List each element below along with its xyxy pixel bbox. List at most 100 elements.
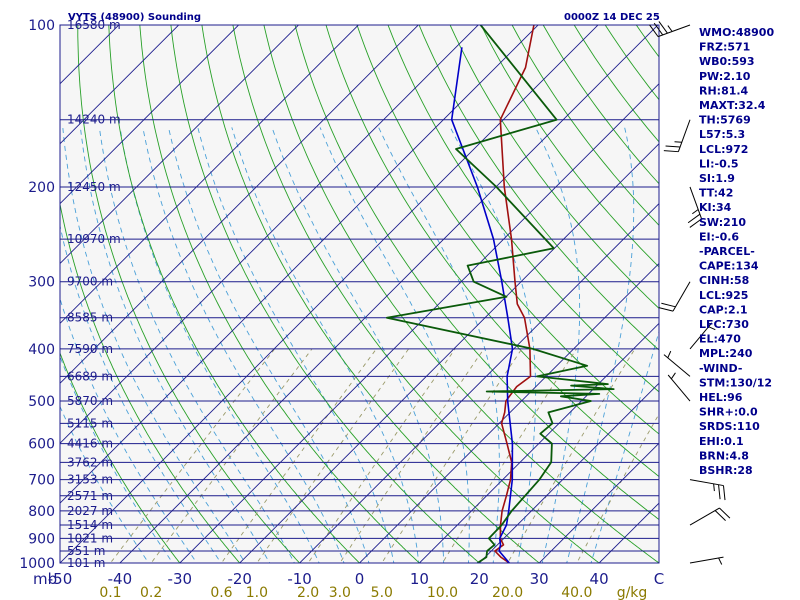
mixing-ratio-line xyxy=(576,413,659,563)
height-label: 3153 m xyxy=(67,473,113,487)
height-label: 8585 m xyxy=(67,311,113,325)
wind-barb xyxy=(649,21,691,38)
dry-adiabat xyxy=(387,25,659,393)
pressure-tick-label: 200 xyxy=(28,180,55,196)
height-label: 1514 m xyxy=(67,518,113,532)
isotherm xyxy=(538,442,659,563)
index-line: STM:130/12 xyxy=(699,376,772,389)
index-line: CAP:2.1 xyxy=(699,303,748,316)
index-line: LI:-0.5 xyxy=(699,157,739,170)
index-line: SW:210 xyxy=(699,216,746,229)
mixing-ratio-tick-label: 0.6 xyxy=(210,585,232,600)
wind-barb xyxy=(689,556,724,565)
isotherm xyxy=(60,25,300,265)
temperature-tick-label: -40 xyxy=(108,570,133,588)
moist-adiabat xyxy=(79,127,271,563)
station-title: VYTS (48900) Sounding xyxy=(68,12,201,23)
height-label: 551 m xyxy=(67,544,105,558)
height-label: 2571 m xyxy=(67,489,113,503)
temperature-tick-label: 0 xyxy=(355,570,365,588)
index-line: L57:5.3 xyxy=(699,128,745,141)
index-line: KI:34 xyxy=(699,201,732,214)
moist-adiabat xyxy=(60,297,198,563)
dry-adiabat xyxy=(232,25,600,563)
temperature-tick-label: -50 xyxy=(48,570,73,588)
pressure-tick-label: 900 xyxy=(28,531,55,547)
temperature-tick-label: 40 xyxy=(590,570,609,588)
mixing-ratio-line xyxy=(150,348,313,563)
pressure-tick-label: 300 xyxy=(28,275,55,291)
index-line: TT:42 xyxy=(699,187,733,200)
wind-barb xyxy=(658,281,691,312)
height-label: 101 m xyxy=(67,556,105,570)
isotherm xyxy=(179,83,659,563)
isotherm xyxy=(358,262,659,563)
axis-labels: 16580 m 14240 m 12450 m 10970 m 9700 m 8585 m… xyxy=(19,18,664,600)
index-line: WMO:48900 xyxy=(699,26,774,39)
index-line: MAXT:32.4 xyxy=(699,99,766,112)
temperature-tick-label: -10 xyxy=(287,570,312,588)
wind-barb xyxy=(663,350,691,377)
dry-adiabat xyxy=(418,25,659,351)
isotherm xyxy=(60,25,360,325)
isotherm xyxy=(298,202,659,563)
isotherm xyxy=(239,143,659,563)
index-line: CINH:58 xyxy=(699,274,749,287)
height-label: 3762 m xyxy=(67,455,113,469)
index-line: LFC:730 xyxy=(699,318,749,331)
temperature-tick-label: 10 xyxy=(410,570,429,588)
wind-barb xyxy=(663,119,691,153)
mixing-ratio-line xyxy=(339,348,485,563)
mixing-ratio-tick-label: 0.1 xyxy=(99,585,121,600)
thermo-grid xyxy=(60,25,659,563)
isotherm xyxy=(60,25,479,444)
temperature-tick-label: -30 xyxy=(168,570,193,588)
index-line: FRZ:571 xyxy=(699,41,750,54)
dry-adiabat xyxy=(60,201,241,563)
dry-adiabat xyxy=(201,25,540,563)
index-line: -WIND- xyxy=(699,362,742,375)
isotherm xyxy=(478,382,659,563)
dry-adiabat xyxy=(480,25,659,268)
plot-border xyxy=(59,24,660,564)
index-line: TH:5769 xyxy=(699,114,751,127)
temperature-tick-label: 30 xyxy=(530,570,549,588)
pressure-unit-label: mb xyxy=(33,570,57,588)
dry-adiabat xyxy=(325,25,659,478)
isotherm xyxy=(119,25,659,563)
mixing-ratio-unit-label: g/kg xyxy=(617,585,648,600)
pressure-tick-label: 500 xyxy=(28,394,55,410)
wind-barb xyxy=(689,479,726,501)
isotherm xyxy=(60,25,539,504)
index-line: EHI:0.1 xyxy=(699,435,744,448)
height-label: 5115 m xyxy=(67,416,113,430)
height-label: 2027 m xyxy=(67,504,113,518)
chart-title: VYTS (48900) Sounding 0000Z 14 DEC 25 xyxy=(68,12,660,23)
height-label: 9700 m xyxy=(67,275,113,289)
pressure-tick-label: 800 xyxy=(28,504,55,520)
wind-barb xyxy=(689,507,731,526)
wind-barbs xyxy=(649,21,731,565)
wind-barb xyxy=(667,372,691,402)
wind-barb xyxy=(687,186,703,228)
index-line: HEL:96 xyxy=(699,391,743,404)
dry-adiabat xyxy=(294,25,659,521)
wind-barb xyxy=(689,322,716,350)
mixing-ratio-tick-label: 3.0 xyxy=(329,585,351,600)
isotherm xyxy=(60,25,180,145)
index-line: WB0:593 xyxy=(699,55,755,68)
height-label: 14240 m xyxy=(67,113,121,127)
sounding-profiles xyxy=(385,25,615,563)
isotherm xyxy=(418,322,659,563)
index-line: LCL:972 xyxy=(699,143,748,156)
mixing-ratio-tick-label: 20.0 xyxy=(492,585,523,600)
dry-adiabat xyxy=(356,25,659,435)
temperature-unit-label: C xyxy=(654,570,664,588)
dewpoint-profile xyxy=(385,25,615,563)
mixing-ratio-tick-label: 0.2 xyxy=(140,585,162,600)
moist-adiabat xyxy=(62,127,246,563)
height-label: 6689 m xyxy=(67,369,113,383)
pressure-tick-label: 100 xyxy=(28,18,55,34)
